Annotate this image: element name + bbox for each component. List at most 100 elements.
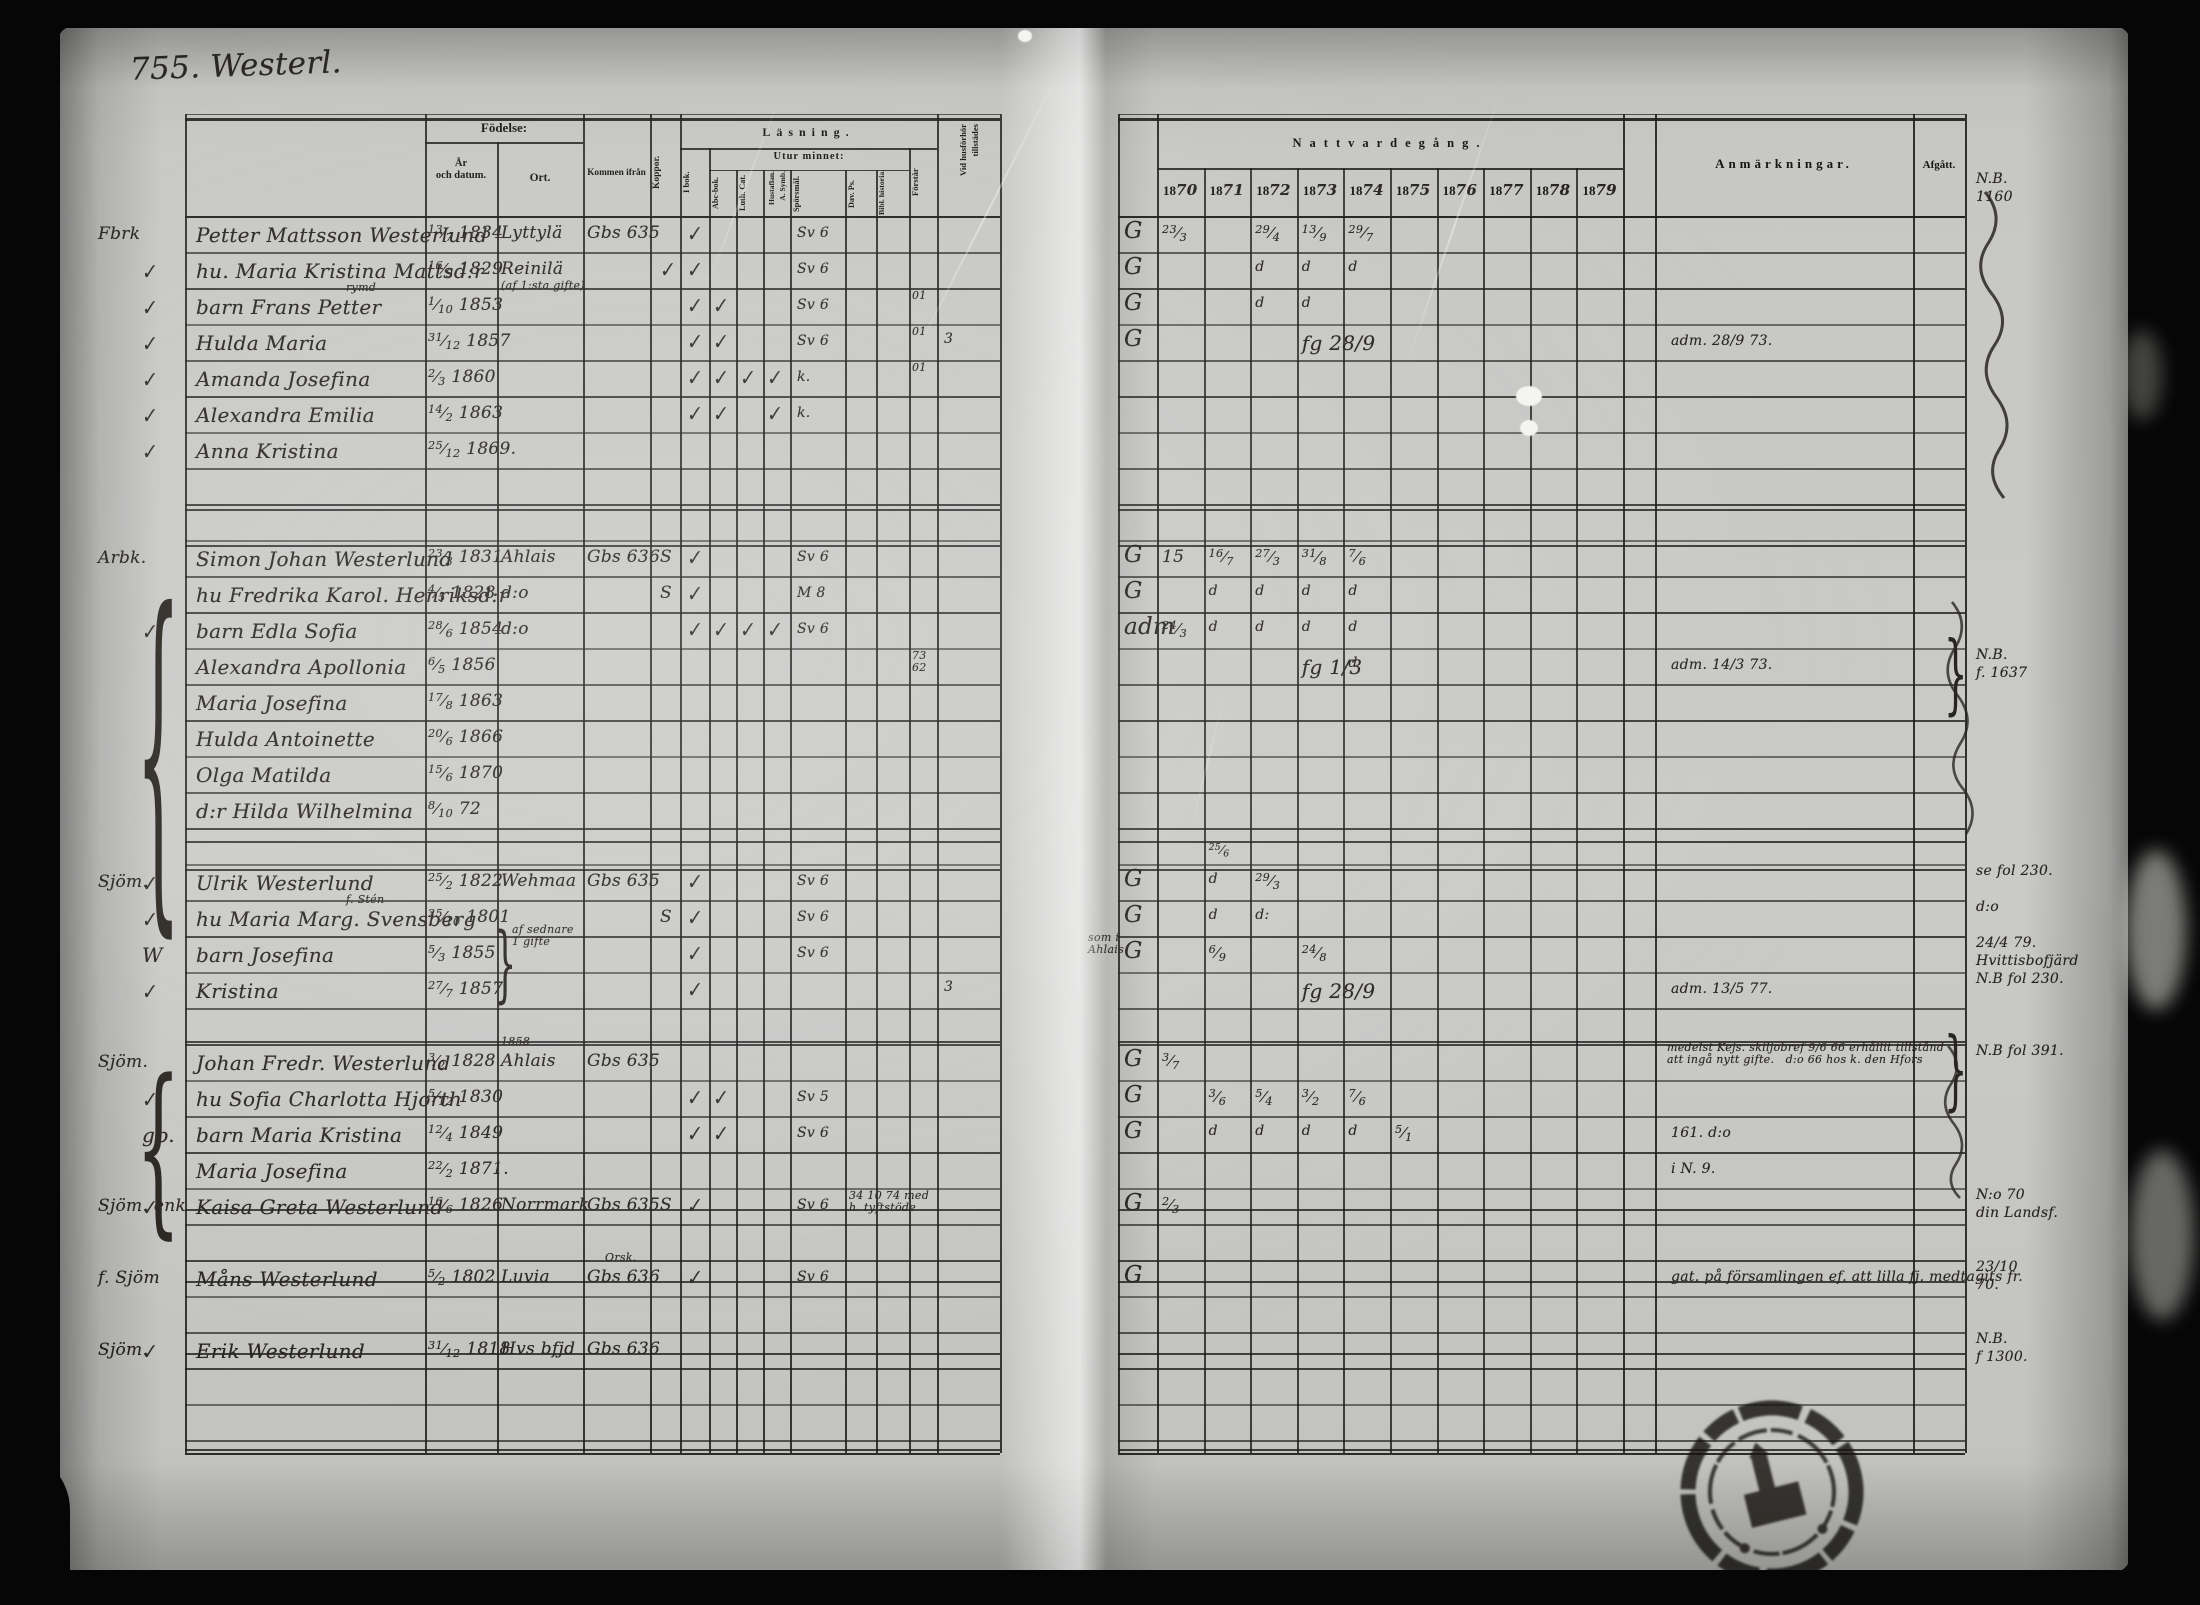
person-name: Hulda Antoinette <box>196 727 376 751</box>
person-name: Olga Matilda <box>196 763 332 787</box>
name-note: rymd <box>346 281 377 294</box>
person-name: Simon Johan Westerlund <box>196 547 453 571</box>
reading-reads-in-book-mark: ✓ <box>686 868 704 896</box>
rule-vertical <box>650 114 652 1453</box>
afgatt-brace: } <box>1944 622 1968 725</box>
afgatt-note: 23/10 70. <box>1976 1259 2018 1293</box>
rule-vertical <box>845 170 847 1453</box>
person-name: Johan Fredr. Westerlund <box>196 1051 451 1075</box>
rule-horizontal <box>1118 468 1965 470</box>
communion-date-1871: 3⁄6 <box>1208 1087 1227 1108</box>
rule-horizontal <box>1118 1224 1965 1226</box>
reading-reads-in-book-mark: ✓ <box>686 976 704 1004</box>
afgatt-note: 24/4 79. Hvittisbofjärd <box>1976 935 2079 969</box>
film-edge-right <box>2128 0 2200 1605</box>
person-name: Hulda Maria <box>196 331 328 355</box>
communion-g-mark: G <box>1124 290 1143 316</box>
rule-vertical <box>680 114 682 1453</box>
afgatt-note: N.B. f. 1637 <box>1976 647 2028 681</box>
birth-place: d:o <box>501 583 529 603</box>
rule-horizontal <box>1118 540 1965 542</box>
header-bibl-historia: Bibl. historia. <box>877 169 886 215</box>
arrived-from: Gbs 636 <box>587 1267 661 1287</box>
communion-date-1872: d <box>1255 619 1265 635</box>
margin-check: ✓ <box>141 1338 159 1366</box>
birth-date: 8⁄10 72 <box>428 799 481 820</box>
forstar-grade: 01 <box>912 325 927 338</box>
reading-reads-in-book-mark: ✓ <box>686 292 704 320</box>
rule-horizontal <box>1118 1188 1965 1190</box>
remark: i N. 9. <box>1671 1161 1716 1177</box>
year-label: 1878 <box>1535 181 1571 199</box>
film-artifact <box>2126 850 2186 1010</box>
rule-horizontal <box>1118 1008 1965 1010</box>
reading-reads-in-book-mark: ✓ <box>686 904 704 932</box>
header-vid-husforhor-l2: tillstädes <box>969 124 980 157</box>
afgatt-note: N.B. 1160 <box>1976 171 2013 205</box>
birth-place: Ahlais <box>501 1051 556 1071</box>
vid-husforhor-mark: 3 <box>944 979 954 995</box>
person-name: Alexandra Emilia <box>196 403 375 427</box>
communion-date-1871: d <box>1208 871 1218 887</box>
birth-date: 5⁄2 1802 <box>428 1267 496 1288</box>
sporsmal-grade: Sv 5 <box>797 1089 830 1105</box>
header-forstar: Förstår <box>910 168 920 196</box>
birth-date: 5⁄12 1830 <box>428 1087 504 1108</box>
communion-date-1874: d <box>1348 1123 1358 1139</box>
arrived-from: Gbs 636 <box>587 547 661 567</box>
communion-date-1871: d <box>1208 907 1218 923</box>
header-afgatt: Afgått. <box>1922 159 1956 171</box>
year-label: 1874 <box>1349 181 1384 199</box>
communion-date-1871: 16⁄7 <box>1208 547 1234 568</box>
arrived-from: Gbs 635 <box>587 871 661 891</box>
rule-horizontal <box>1118 216 1965 219</box>
birth-date: 16⁄6 1826 <box>428 1195 504 1216</box>
communion-date-1872: 5⁄4 <box>1255 1087 1273 1108</box>
rule-horizontal <box>1118 1209 1965 1212</box>
reading-smallpox-mark: S <box>660 907 672 927</box>
rule-horizontal <box>1118 576 1965 578</box>
rule-horizontal <box>1118 1152 1965 1154</box>
communion-date-1873: d <box>1301 295 1312 311</box>
communion-g-mark: G <box>1124 1082 1143 1108</box>
header-abc-bok: Abc-bok. <box>711 176 720 210</box>
communion-g-mark: G <box>1124 1190 1143 1216</box>
reading-reads-in-book-mark: ✓ <box>686 616 704 644</box>
person-name: Alexandra Apollonia <box>196 655 407 679</box>
birth-date: 3⁄2 1828 <box>428 1051 496 1072</box>
communion-g-mark: G <box>1124 1262 1143 1288</box>
rule-horizontal <box>185 1453 1000 1456</box>
rule-horizontal <box>680 148 937 150</box>
birth-place: Hvs bfjd <box>501 1339 576 1359</box>
sporsmal-grade: Sv 6 <box>797 621 830 637</box>
communion-date-1871: d <box>1208 583 1218 599</box>
rule-vertical <box>763 170 765 1453</box>
film-edge-left <box>0 0 60 1605</box>
rule-horizontal <box>1118 1449 1965 1452</box>
birth-place-note: 1858 <box>501 1035 531 1048</box>
margin-check: ✓ <box>141 366 159 394</box>
forstar-grade: 01 <box>912 289 927 302</box>
header-nattvardegang: Nattvardegång. <box>1292 136 1488 150</box>
rule-vertical <box>1157 114 1159 1453</box>
person-name: barn Josefina <box>196 943 335 967</box>
margin-check: ✓ <box>141 978 159 1006</box>
margin-check: ✓ <box>141 330 159 358</box>
sporsmal-grade: Sv 6 <box>797 909 830 925</box>
rule-vertical <box>1204 168 1206 1453</box>
communion-date-1870: 2⁄3 <box>1162 1195 1180 1216</box>
rule-horizontal <box>1118 756 1965 758</box>
reading-abc-book-mark: ✓ <box>712 1084 730 1112</box>
person-name: Ulrik Westerlund <box>196 871 374 895</box>
birth-date: 28⁄6 1854 <box>428 619 504 640</box>
communion-date-1870: 23⁄3 <box>1162 223 1188 244</box>
birth-date: 31⁄12 1857 <box>428 331 511 352</box>
margin-occupation-label: Fbrk <box>98 224 141 244</box>
header-hustaflan: Hustaflan. A. Symb. <box>763 171 790 215</box>
communion-g-mark: G <box>1124 938 1143 964</box>
communion-g-mark: G <box>1124 326 1143 352</box>
rule-horizontal <box>1118 432 1965 434</box>
rule-vertical <box>790 170 792 1453</box>
person-name: Erik Westerlund <box>196 1339 365 1363</box>
rule-horizontal <box>1118 720 1965 722</box>
